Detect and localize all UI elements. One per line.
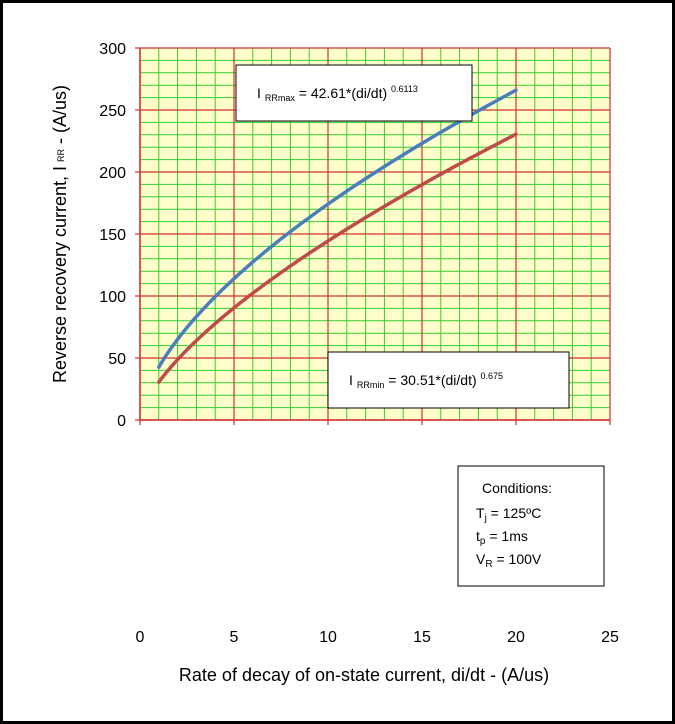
irrmin-annotation: I RRmin = 30.51*(di/dt) 0.675 bbox=[327, 351, 570, 409]
y-tick-label: 250 bbox=[99, 103, 126, 120]
x-tick-label: 0 bbox=[136, 629, 145, 646]
x-tick-label: 10 bbox=[319, 629, 337, 646]
x-tick-label: 5 bbox=[230, 629, 239, 646]
condition-vr: VR = 100V bbox=[476, 551, 542, 570]
y-tick-label: 0 bbox=[117, 413, 126, 430]
y-tick-label: 50 bbox=[108, 351, 126, 368]
irrmin-box bbox=[327, 351, 570, 409]
y-tick-label: 150 bbox=[99, 227, 126, 244]
x-tick-label: 20 bbox=[507, 629, 525, 646]
y-tick-label: 200 bbox=[99, 165, 126, 182]
condition-tp: tp = 1ms bbox=[476, 528, 528, 547]
x-axis-title: Rate of decay of on-state current, di/dt… bbox=[179, 665, 549, 685]
series-line-irrmin bbox=[157, 132, 518, 384]
series-layer bbox=[157, 88, 518, 384]
y-tick-label: 300 bbox=[99, 41, 126, 58]
x-tick-label: 25 bbox=[601, 629, 619, 646]
irrmin-equation: I RRmin = 30.51*(di/dt) 0.675 bbox=[349, 371, 503, 390]
y-tick-label: 100 bbox=[99, 289, 126, 306]
irrmax-box bbox=[235, 64, 473, 122]
conditions-title: Conditions: bbox=[482, 480, 552, 496]
condition-tj: Tj = 125ºC bbox=[476, 505, 541, 524]
x-tick-label: 15 bbox=[413, 629, 431, 646]
irrmax-annotation: I RRmax = 42.61*(di/dt) 0.6113 bbox=[235, 64, 473, 122]
series-line-irrmax bbox=[157, 88, 518, 369]
conditions-box: Conditions: Tj = 125ºC tp = 1ms VR = 100… bbox=[457, 465, 605, 587]
conditions-frame bbox=[457, 465, 605, 587]
irrmax-equation: I RRmax = 42.61*(di/dt) 0.6113 bbox=[257, 84, 418, 103]
y-axis-title: Reverse recovery current, IRR - (A/us) bbox=[50, 85, 70, 383]
